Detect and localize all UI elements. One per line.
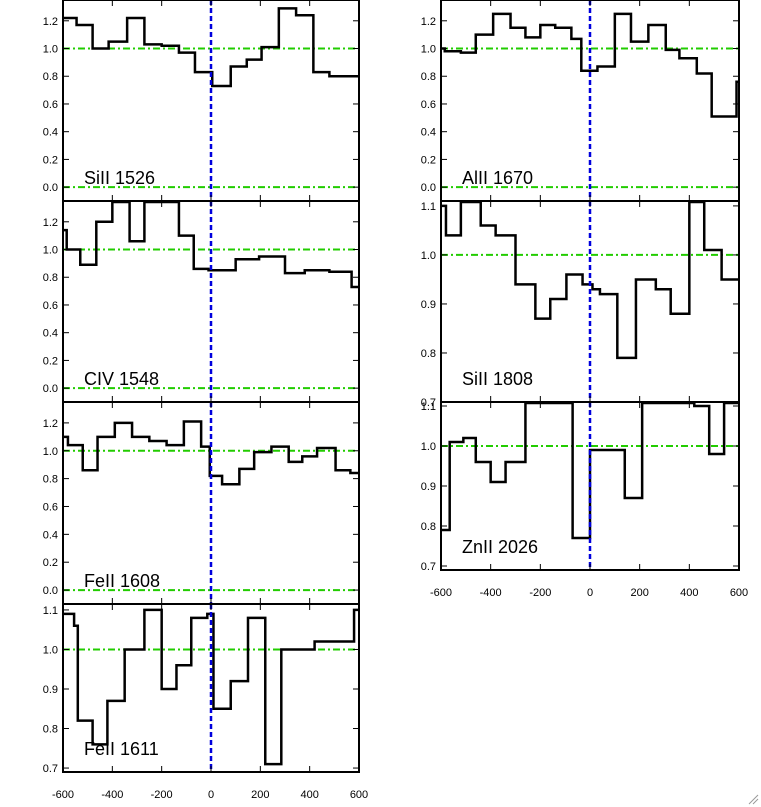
y-tick-label: 1.2 (43, 16, 58, 28)
y-tick-label: 0.8 (43, 474, 58, 486)
x-tick-label: 200 (251, 789, 269, 801)
y-tick-label: 0.9 (43, 684, 58, 696)
spectrum-line (63, 7, 359, 88)
y-tick-label: 0.4 (421, 127, 436, 139)
y-tick-label: 0.8 (421, 521, 436, 533)
x-tick-label: -200 (151, 789, 173, 801)
x-tick-label: -200 (529, 587, 551, 599)
y-tick-label: 0.2 (421, 154, 436, 166)
spectrum-line (441, 201, 739, 360)
y-tick-label: 1.1 (421, 401, 436, 413)
y-tick-label: 0.6 (43, 99, 58, 111)
y-tick-label: 0.6 (43, 300, 58, 312)
spectrum-line (441, 402, 739, 540)
y-tick-label: 1.1 (421, 201, 436, 213)
x-tick-label: 0 (587, 587, 593, 599)
y-tick-label: 1.0 (43, 44, 58, 56)
spectrum-line (63, 201, 359, 289)
y-tick-label: 1.0 (421, 441, 436, 453)
y-tick-label: 0.2 (43, 557, 58, 569)
x-tick-label: -400 (101, 789, 123, 801)
x-tick-label: -400 (480, 587, 502, 599)
ion-label: ZnII 2026 (462, 537, 538, 557)
y-tick-label: 1.1 (43, 605, 58, 617)
y-tick-label: 1.0 (421, 44, 436, 56)
y-tick-label: 1.0 (43, 644, 58, 656)
x-tick-label: -600 (52, 789, 74, 801)
y-tick-label: 0.7 (421, 561, 436, 573)
y-tick-label: 0.7 (421, 397, 436, 409)
y-tick-label: 0.9 (421, 299, 436, 311)
y-tick-label: 0.0 (43, 585, 58, 597)
spectrum-line (441, 12, 739, 118)
y-tick-label: 1.0 (43, 446, 58, 458)
y-tick-label: 0.8 (43, 272, 58, 284)
y-tick-label: 0.8 (43, 724, 58, 736)
x-tick-label: 600 (350, 789, 368, 801)
ion-label: FeII 1611 (84, 739, 159, 759)
y-tick-label: 0.0 (43, 182, 58, 194)
y-tick-label: 0.2 (43, 355, 58, 367)
x-tick-label: -600 (430, 587, 452, 599)
y-tick-label: 0.6 (421, 99, 436, 111)
ion-label: SiII 1808 (462, 369, 533, 389)
y-tick-label: 0.9 (421, 481, 436, 493)
y-tick-label: 0.8 (421, 71, 436, 83)
y-tick-label: 0.8 (43, 71, 58, 83)
y-tick-label: 0.4 (43, 529, 58, 541)
ion-label: FeII 1608 (84, 571, 160, 591)
y-tick-label: 1.0 (421, 250, 436, 262)
y-tick-label: 1.2 (43, 418, 58, 430)
x-tick-label: 600 (730, 587, 748, 599)
y-tick-label: 0.7 (43, 763, 58, 775)
ion-label: SiII 1526 (84, 168, 155, 188)
x-tick-label: 400 (300, 789, 318, 801)
y-tick-label: 0.0 (421, 182, 436, 194)
x-tick-label: 0 (208, 789, 214, 801)
y-tick-label: 0.0 (43, 383, 58, 395)
y-tick-label: 1.0 (43, 245, 58, 257)
x-tick-label: 200 (630, 587, 648, 599)
spectrum-line (63, 608, 359, 766)
resize-grip-icon[interactable] (747, 793, 759, 805)
y-tick-label: 0.8 (421, 348, 436, 360)
y-tick-label: 0.4 (43, 328, 58, 340)
y-tick-label: 1.2 (43, 217, 58, 229)
y-tick-label: 0.4 (43, 127, 58, 139)
y-tick-label: 1.2 (421, 16, 436, 28)
y-tick-label: 0.2 (43, 154, 58, 166)
ion-label: AlII 1670 (462, 168, 533, 188)
x-tick-label: 400 (680, 587, 698, 599)
ion-label: CIV 1548 (84, 369, 159, 389)
y-tick-label: 0.6 (43, 501, 58, 513)
